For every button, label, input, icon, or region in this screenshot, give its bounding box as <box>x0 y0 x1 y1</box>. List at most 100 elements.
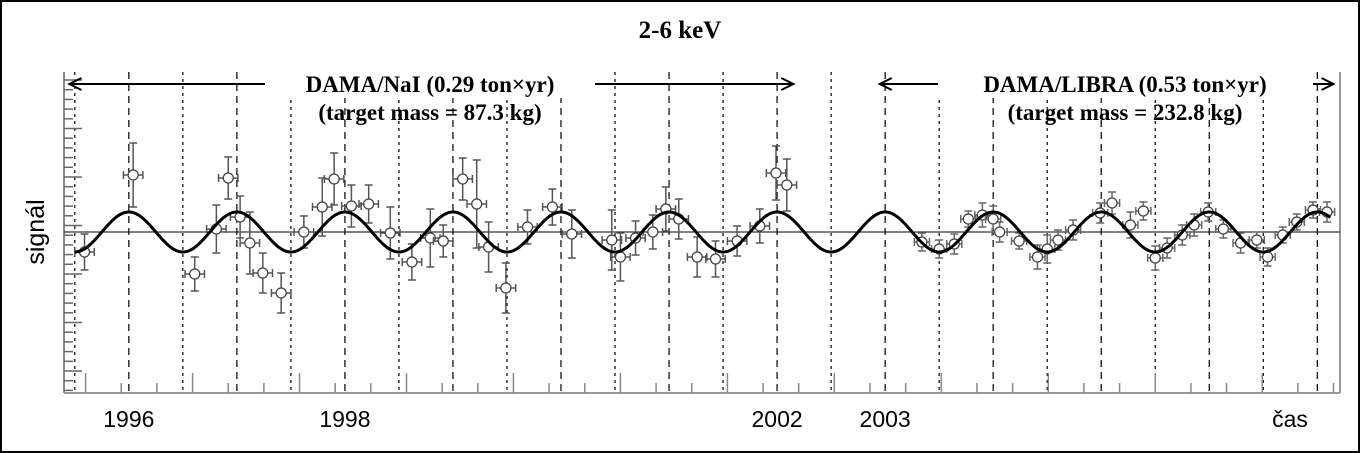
data-marker <box>781 179 793 191</box>
data-marker <box>363 198 375 210</box>
data-marker <box>521 221 534 233</box>
data-point <box>991 221 1008 243</box>
data-marker <box>316 201 328 213</box>
data-point <box>1103 191 1121 215</box>
data-marker <box>962 213 974 225</box>
data-point <box>686 236 708 278</box>
libra-label-bg <box>938 70 1313 98</box>
x-axis-label: čas <box>1272 406 1308 432</box>
data-marker <box>406 256 418 268</box>
cosine-fit-curve <box>74 210 1332 254</box>
data-marker <box>994 226 1006 238</box>
data-marker <box>345 200 358 212</box>
data-marker <box>1013 235 1025 247</box>
data-marker <box>546 201 559 213</box>
data-marker <box>614 251 627 263</box>
data-point <box>293 215 315 249</box>
data-point <box>1259 247 1276 267</box>
data-point <box>419 208 441 268</box>
libra-label: DAMA/LIBRA (0.53 ton×yr) <box>983 72 1266 97</box>
data-point <box>655 186 677 232</box>
arrow-head-right-icon <box>1321 77 1336 91</box>
chart-title: 2-6 keV <box>639 17 722 44</box>
data-marker <box>257 267 269 279</box>
data-point <box>1248 231 1266 249</box>
data-point <box>1135 201 1152 221</box>
data-point <box>323 152 345 206</box>
data-marker <box>647 226 659 238</box>
data-marker <box>1124 219 1137 231</box>
data-marker <box>1291 216 1303 228</box>
data-marker <box>770 167 782 179</box>
x-tick-label: 2002 <box>752 406 803 432</box>
libra-mass: (target mass = 232.8 kg) <box>1008 100 1243 125</box>
data-marker <box>1217 223 1229 235</box>
data-point <box>1122 211 1139 239</box>
data-point <box>452 157 474 201</box>
arrow-head-left-icon <box>877 77 893 91</box>
data-marker <box>1052 234 1064 246</box>
nai-label-bg <box>265 70 595 98</box>
data-point <box>930 239 948 259</box>
data-marker <box>1031 251 1044 263</box>
data-point <box>705 240 726 278</box>
data-point <box>1288 213 1306 231</box>
data-marker <box>691 251 703 263</box>
data-point <box>1010 232 1028 250</box>
data-point <box>358 184 380 224</box>
data-marker <box>384 227 396 239</box>
data-point <box>601 209 623 271</box>
data-marker <box>275 287 287 299</box>
arrow-head-left-icon <box>67 77 82 91</box>
data-point <box>1064 219 1082 241</box>
data-marker <box>1149 252 1161 264</box>
data-point <box>765 145 787 201</box>
data-marker <box>1137 205 1150 217</box>
data-point <box>495 262 517 314</box>
axis-ticks <box>64 79 1335 393</box>
data-point <box>122 142 144 208</box>
data-marker <box>328 173 340 185</box>
data-marker <box>457 173 469 185</box>
data-point <box>1214 219 1232 239</box>
data-points <box>74 142 1336 314</box>
data-point <box>776 158 798 212</box>
data-point <box>1049 229 1067 251</box>
data-point <box>960 210 977 228</box>
data-marker <box>606 234 618 246</box>
x-tick-labels: 1996 1998 2002 2003 <box>103 406 910 432</box>
data-marker <box>566 228 578 240</box>
data-point <box>217 156 239 200</box>
data-point <box>311 177 333 237</box>
data-point <box>1173 224 1191 246</box>
data-marker <box>298 226 310 238</box>
data-marker <box>1106 197 1118 209</box>
data-marker <box>437 235 449 247</box>
data-marker <box>222 172 234 184</box>
data-marker <box>500 282 512 294</box>
data-marker <box>244 237 256 249</box>
data-point <box>561 209 583 259</box>
x-tick-label: 1998 <box>319 406 370 432</box>
x-tick-label: 1996 <box>103 406 154 432</box>
data-point <box>252 252 274 294</box>
data-point <box>642 214 664 250</box>
arrow-head-right-icon <box>780 77 796 91</box>
y-axis-label: signál <box>22 199 50 264</box>
data-point <box>609 232 631 282</box>
data-marker <box>127 169 139 181</box>
data-point <box>401 243 423 281</box>
data-point <box>270 272 292 314</box>
data-marker <box>189 268 201 280</box>
nai-mass: (target mass = 87.3 kg) <box>318 100 541 125</box>
data-point <box>432 224 454 258</box>
x-tick-label: 2003 <box>860 406 911 432</box>
data-marker <box>709 253 722 265</box>
data-marker <box>471 198 483 210</box>
data-point <box>541 188 563 226</box>
data-point <box>1029 244 1046 270</box>
data-point <box>466 159 488 249</box>
data-point <box>205 204 227 254</box>
data-marker <box>1251 234 1263 246</box>
